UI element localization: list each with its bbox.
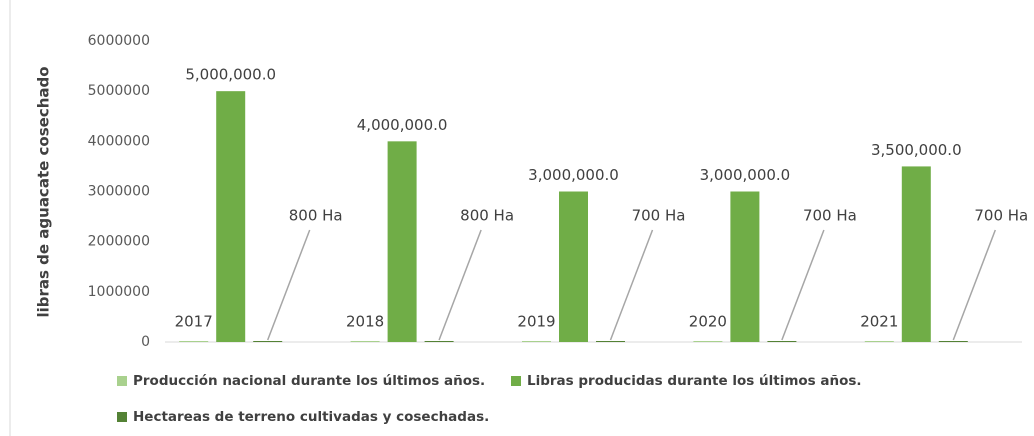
y-tick-label: 4000000: [88, 133, 150, 149]
bar: [693, 341, 723, 342]
legend-label: Producción nacional durante los últimos …: [133, 373, 485, 389]
data-label: 2020: [689, 312, 727, 330]
y-tick-label: 6000000: [88, 33, 150, 49]
bar: [387, 141, 417, 342]
bar: [596, 341, 625, 342]
data-label: 2017: [175, 312, 213, 330]
bar: [253, 341, 283, 342]
data-label: 5,000,000.0: [185, 66, 276, 84]
bar: [350, 341, 380, 342]
legend-label: Hectareas de terreno cultivadas y cosech…: [133, 409, 489, 425]
data-label: 700 Ha: [632, 207, 686, 225]
leader-line: [952, 229, 997, 341]
legend-label: Libras producidas durante los últimos añ…: [527, 373, 862, 389]
y-tick-label: 5000000: [88, 83, 150, 99]
data-label: 700 Ha: [974, 207, 1028, 225]
bar: [730, 191, 760, 342]
y-tick-label: 3000000: [88, 184, 150, 200]
bar: [179, 341, 209, 342]
data-label: 3,000,000.0: [528, 166, 619, 184]
bar: [559, 191, 588, 342]
y-tick-label: 0: [141, 334, 150, 350]
y-axis-title: libras de aguacate cosechado: [35, 66, 53, 317]
data-label: 800 Ha: [289, 207, 343, 225]
bar: [901, 166, 931, 342]
bar: [216, 91, 246, 343]
leader-line: [438, 229, 482, 341]
data-label: 2018: [346, 312, 384, 330]
data-label: 2019: [517, 312, 555, 330]
bar: [864, 341, 894, 342]
leader-line: [266, 229, 311, 341]
bar: [767, 341, 797, 342]
leader-line: [609, 229, 654, 341]
data-label: 3,000,000.0: [700, 166, 791, 184]
bar: [938, 341, 968, 342]
data-label: 700 Ha: [803, 207, 857, 225]
y-tick-label: 1000000: [88, 284, 150, 300]
data-label: 800 Ha: [460, 207, 514, 225]
data-label: 3,500,000.0: [871, 141, 962, 159]
bar: [424, 341, 454, 342]
data-label: 4,000,000.0: [357, 116, 448, 134]
leader-line: [781, 229, 825, 341]
legend-swatch: [117, 376, 127, 386]
legend-swatch: [511, 376, 521, 386]
legend-swatch: [117, 412, 127, 422]
bar: [522, 341, 551, 342]
data-label: 2021: [860, 312, 898, 330]
y-tick-label: 2000000: [88, 234, 150, 250]
